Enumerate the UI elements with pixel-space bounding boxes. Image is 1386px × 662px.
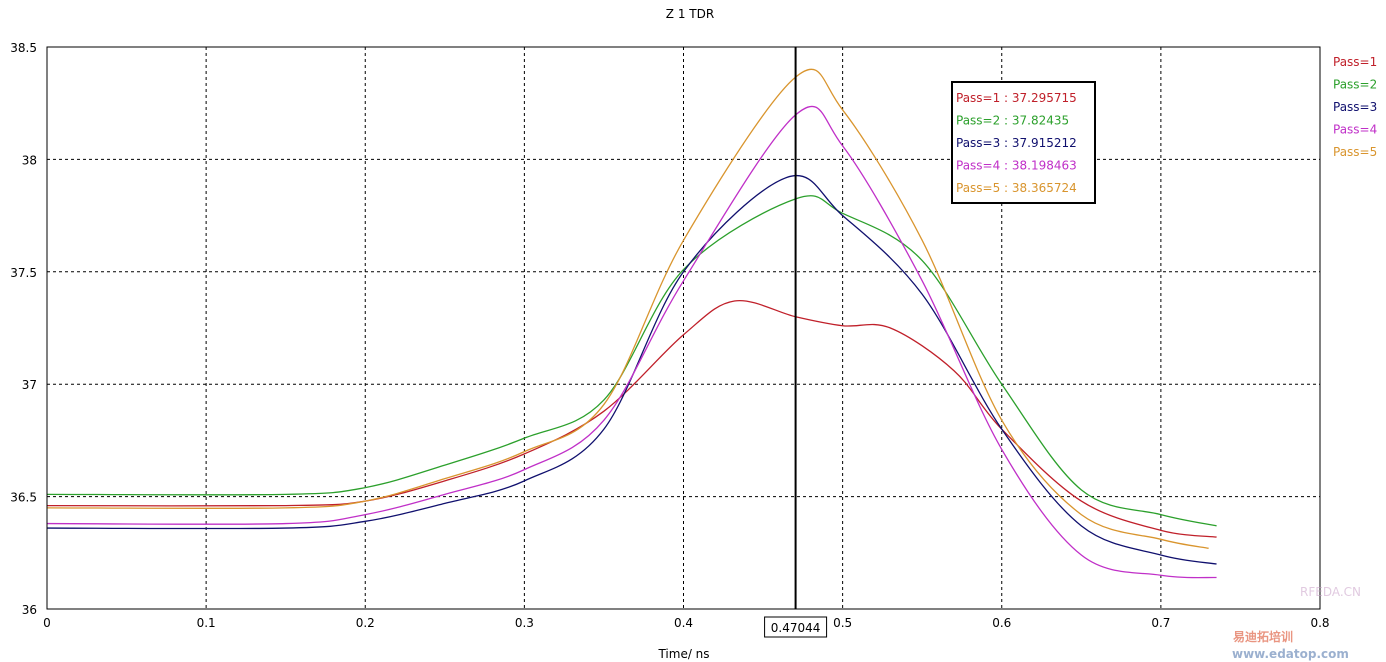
cursor-value-box	[764, 616, 828, 638]
x-tick-label: 0.2	[356, 616, 375, 630]
svg-text:www.edatop.com: www.edatop.com	[1232, 647, 1349, 661]
cursor-value-label: 0.47044	[771, 621, 821, 635]
legend: Pass=1 Pass=2 Pass=3 Pass=4 Pass=5	[1333, 55, 1377, 159]
readout-pass-3: Pass=3 : 37.915212	[956, 136, 1077, 150]
series-lines	[46, 68, 1217, 579]
y-tick-label: 37.5	[10, 266, 37, 280]
y-tick-label: 38	[22, 153, 37, 167]
legend-item-pass-5: Pass=5	[1333, 145, 1377, 159]
readout-box: Pass=1 : 37.295715 Pass=2 : 37.82435 Pass=…	[951, 81, 1096, 204]
y-tick-label: 37	[22, 378, 37, 392]
x-tick-label: 0.8	[1310, 616, 1329, 630]
x-tick-label: 0.1	[197, 616, 216, 630]
x-tick-label: 0.7	[1151, 616, 1170, 630]
tick-labels: 0 0.1 0.2 0.3 0.4 0.5 0.6 0.7 0.8 36 36.5 37 37.5 38 3…	[10, 41, 1329, 630]
legend-item-pass-1: Pass=1	[1333, 55, 1377, 69]
series-line-pass-2	[46, 195, 1217, 527]
cursor: 0.47044	[764, 47, 828, 638]
plot-frame	[46, 46, 1321, 610]
x-tick-label: 0.6	[992, 616, 1011, 630]
y-tick-label: 36	[22, 603, 37, 617]
x-tick-label: 0.5	[833, 616, 852, 630]
readout-pass-2: Pass=2 : 37.82435	[956, 114, 1069, 128]
x-axis-label: Time/ ns	[657, 647, 709, 661]
x-tick-label: 0	[43, 616, 51, 630]
legend-item-pass-4: Pass=4	[1333, 123, 1377, 137]
svg-text:易迪拓培训: 易迪拓培训	[1233, 629, 1293, 644]
x-tick-label: 0.4	[674, 616, 693, 630]
readout-pass-5: Pass=5 : 38.365724	[956, 181, 1077, 195]
svg-text:RFEDA.CN: RFEDA.CN	[1300, 585, 1361, 599]
x-tick-label: 0.3	[515, 616, 534, 630]
legend-item-pass-3: Pass=3	[1333, 100, 1377, 114]
series-line-pass-4	[46, 105, 1217, 579]
series-line-pass-5	[46, 68, 1209, 549]
series-line-pass-1	[46, 299, 1217, 538]
watermark: RFEDA.CN 易迪拓培训 www.edatop.com	[1232, 585, 1361, 661]
readout-pass-4: Pass=4 : 38.198463	[956, 159, 1077, 173]
legend-item-pass-2: Pass=2	[1333, 78, 1377, 92]
y-tick-label: 36.5	[10, 491, 37, 505]
chart-title: Z 1 TDR	[666, 7, 714, 21]
y-tick-label: 38.5	[10, 41, 37, 55]
readout-frame	[951, 81, 1096, 204]
readout-pass-1: Pass=1 : 37.295715	[956, 91, 1077, 105]
